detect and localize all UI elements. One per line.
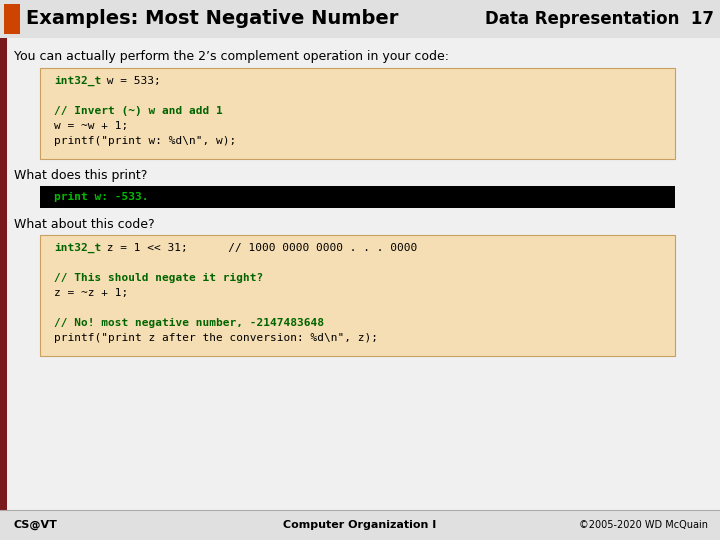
Text: Computer Organization I: Computer Organization I xyxy=(284,520,436,530)
FancyBboxPatch shape xyxy=(7,38,720,510)
Text: // Invert (~) w and add 1: // Invert (~) w and add 1 xyxy=(54,106,222,116)
Text: // No! most negative number, -2147483648: // No! most negative number, -2147483648 xyxy=(54,318,324,328)
FancyBboxPatch shape xyxy=(40,68,675,159)
Text: CS@VT: CS@VT xyxy=(14,520,58,530)
Text: printf("print z after the conversion: %d\n", z);: printf("print z after the conversion: %d… xyxy=(54,333,378,343)
FancyBboxPatch shape xyxy=(0,38,7,540)
Text: z = ~z + 1;: z = ~z + 1; xyxy=(54,288,128,298)
FancyBboxPatch shape xyxy=(0,510,720,540)
Text: printf("print w: %d\n", w);: printf("print w: %d\n", w); xyxy=(54,136,236,146)
Text: print w: -533.: print w: -533. xyxy=(54,192,148,202)
FancyBboxPatch shape xyxy=(40,235,675,356)
Text: int32_t: int32_t xyxy=(54,243,102,253)
Text: w = 533;: w = 533; xyxy=(100,76,161,86)
Text: What does this print?: What does this print? xyxy=(14,169,148,182)
Text: Data Representation  17: Data Representation 17 xyxy=(485,10,714,28)
Text: What about this code?: What about this code? xyxy=(14,218,155,231)
Text: Examples: Most Negative Number: Examples: Most Negative Number xyxy=(26,10,398,29)
Text: z = 1 << 31;      // 1000 0000 0000 . . . 0000: z = 1 << 31; // 1000 0000 0000 . . . 000… xyxy=(100,243,418,253)
FancyBboxPatch shape xyxy=(4,4,20,34)
Text: You can actually perform the 2’s complement operation in your code:: You can actually perform the 2’s complem… xyxy=(14,50,449,63)
FancyBboxPatch shape xyxy=(0,0,720,38)
Text: // This should negate it right?: // This should negate it right? xyxy=(54,273,264,283)
Text: ©2005-2020 WD McQuain: ©2005-2020 WD McQuain xyxy=(579,520,708,530)
Text: int32_t: int32_t xyxy=(54,76,102,86)
FancyBboxPatch shape xyxy=(40,186,675,208)
Text: w = ~w + 1;: w = ~w + 1; xyxy=(54,121,128,131)
